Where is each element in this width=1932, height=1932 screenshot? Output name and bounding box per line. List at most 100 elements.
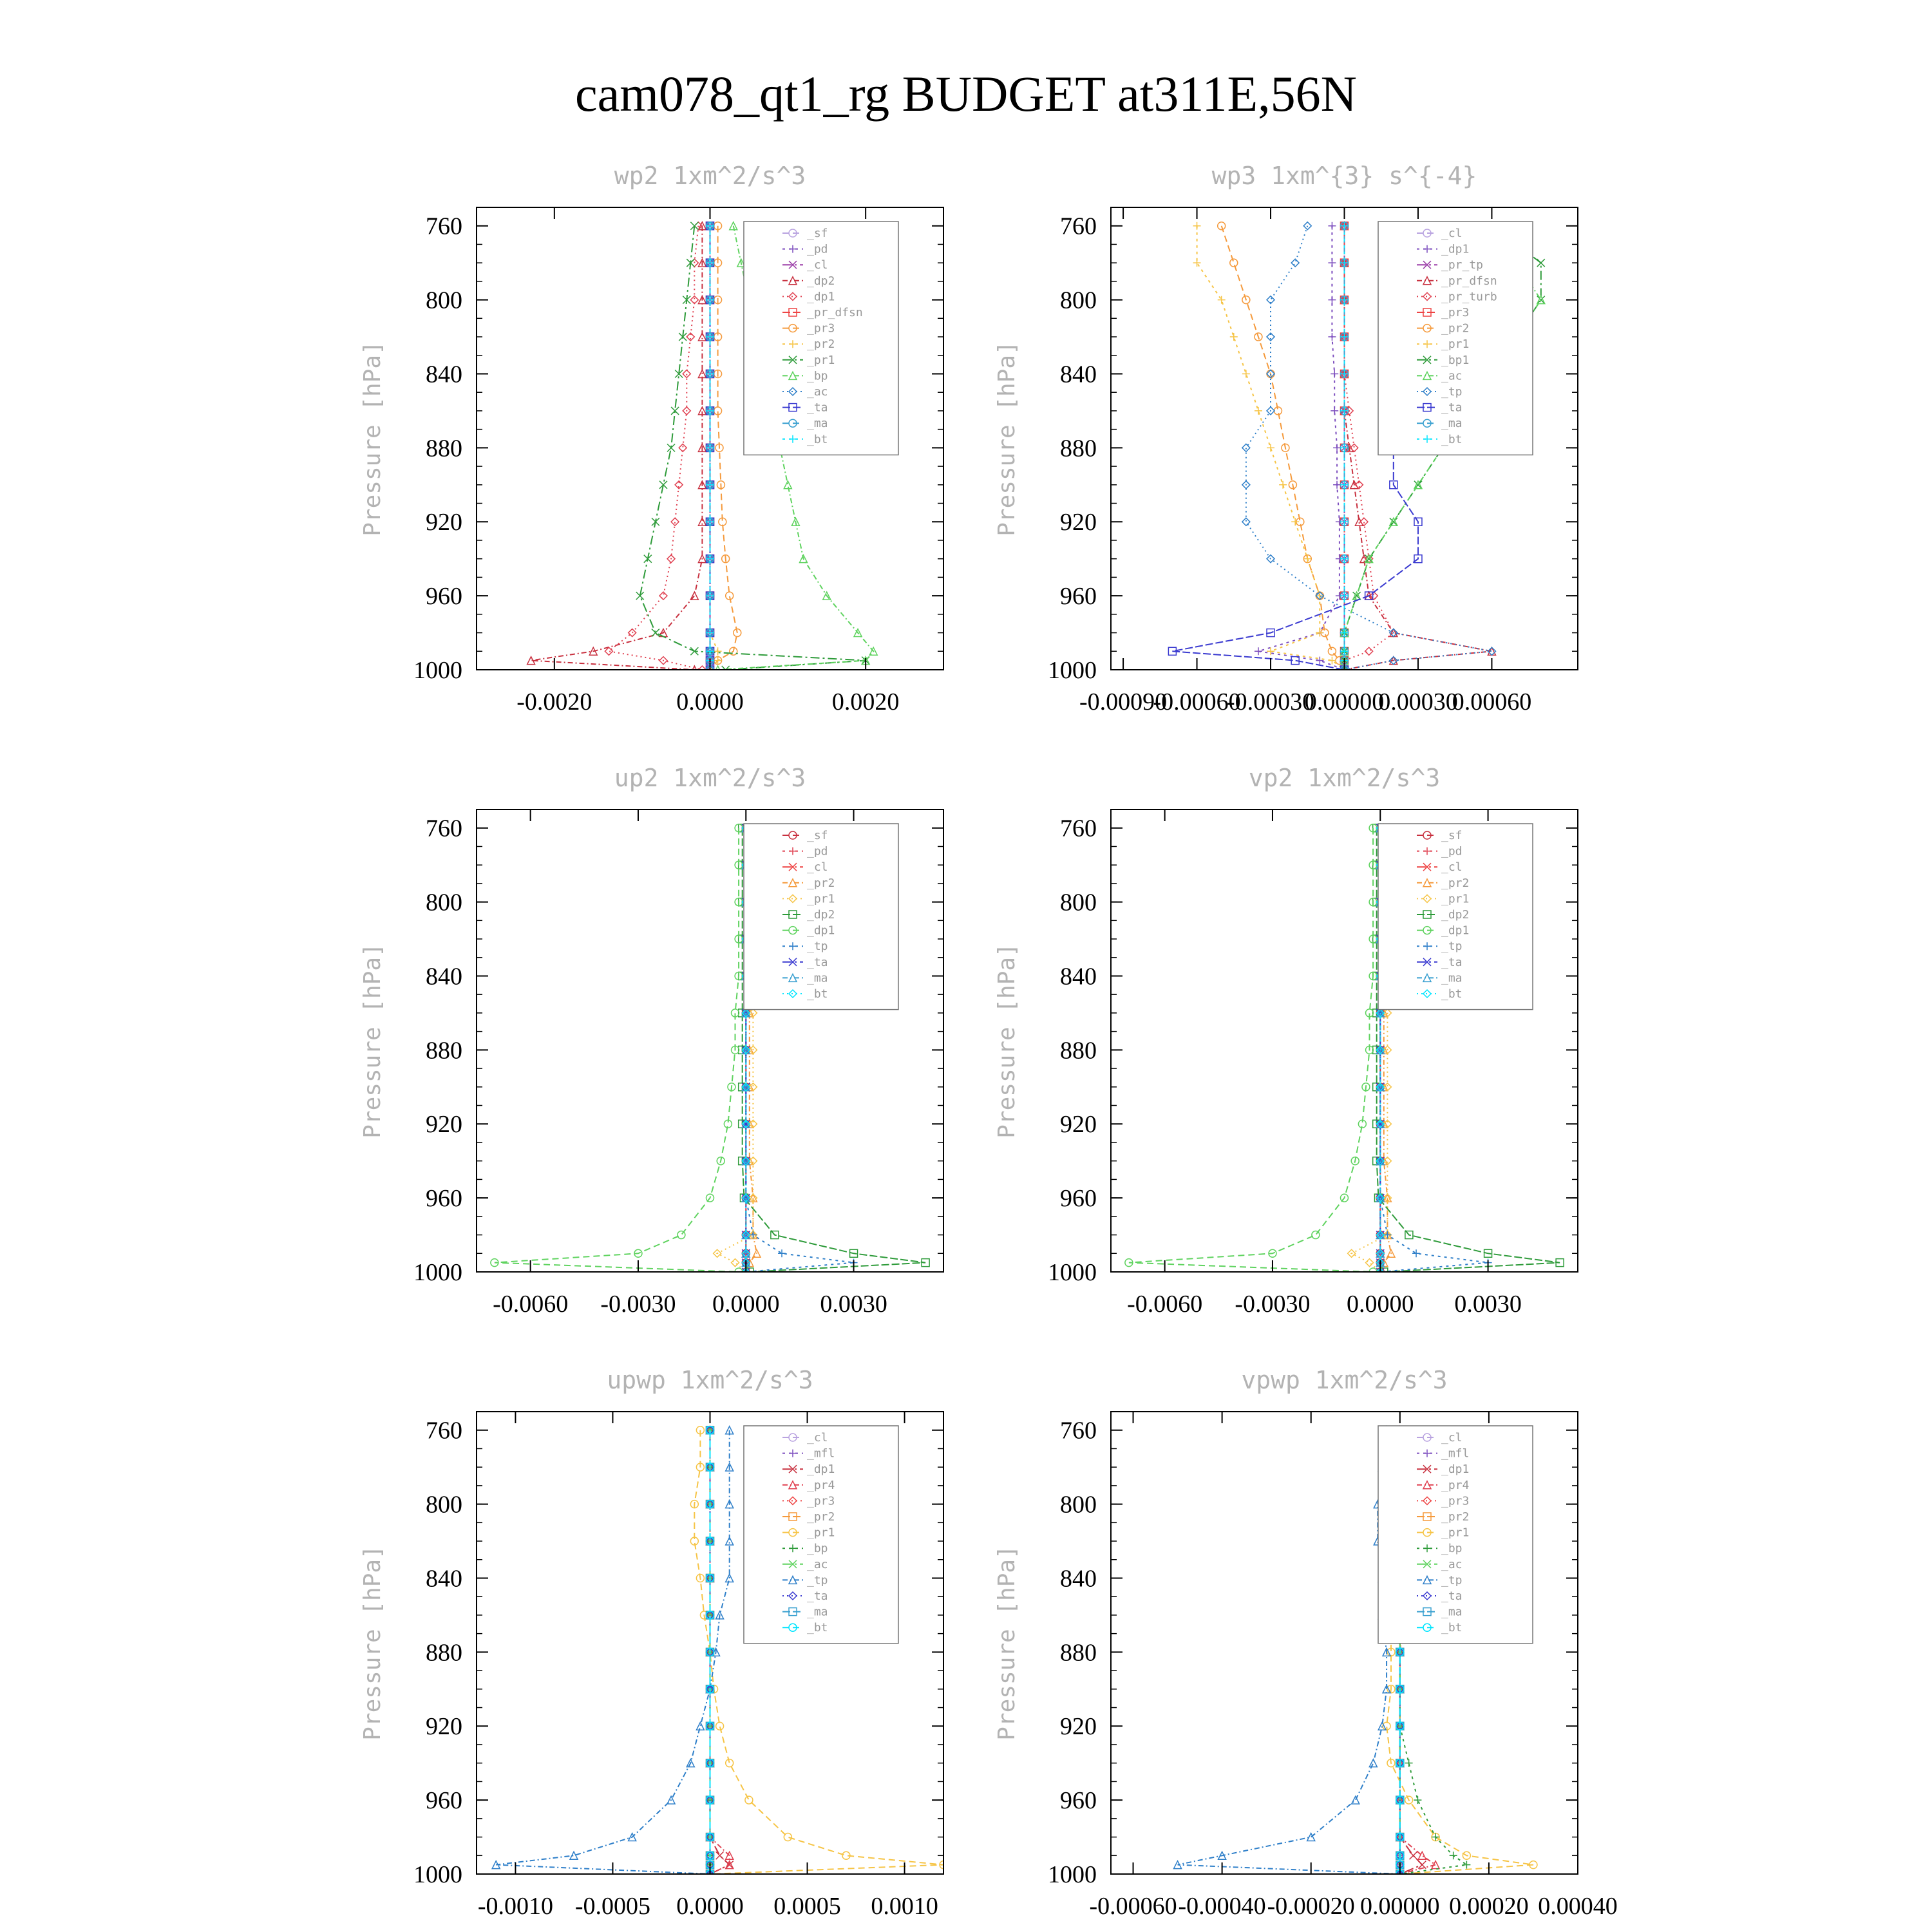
data-point [1265, 406, 1276, 415]
legend-label: _bp [807, 1542, 828, 1555]
legend-box [1378, 221, 1533, 456]
legend-marker [1423, 1607, 1432, 1616]
legend-marker [789, 1544, 797, 1553]
data-point [696, 1463, 705, 1472]
y-tick-label: 880 [1060, 1639, 1097, 1666]
data-point [728, 221, 738, 231]
data-point [1365, 554, 1374, 564]
legend-label: _pr_dfsn [1441, 274, 1497, 288]
data-point [1364, 647, 1374, 656]
legend-label: _pr2 [807, 876, 835, 890]
x-tick-label: 0.00060 [1452, 688, 1532, 715]
data-point [1266, 628, 1275, 638]
legend-label: _pr2 [807, 1510, 835, 1524]
data-point [1331, 370, 1339, 378]
y-tick-label: 1000 [1048, 1861, 1097, 1888]
data-point [690, 295, 699, 305]
plot-frame [476, 809, 944, 1273]
data-point [1361, 1083, 1370, 1092]
y-tick-label: 920 [1060, 1111, 1097, 1138]
data-point [697, 554, 707, 564]
data-point [697, 368, 707, 379]
y-tick-label: 840 [426, 1565, 462, 1592]
data-point [1242, 295, 1251, 305]
legend-marker [1422, 894, 1432, 904]
data-point [696, 1721, 705, 1730]
legend-marker [1422, 1496, 1432, 1506]
data-point [1376, 1249, 1385, 1258]
legend-marker [1422, 1575, 1432, 1585]
legend-label: _pr1 [807, 1526, 835, 1540]
data-point [744, 1795, 753, 1804]
legend-label: _ta [1441, 1589, 1463, 1603]
y-tick-label: 840 [1060, 361, 1097, 388]
data-point [1537, 258, 1546, 267]
legend-label: _ta [807, 1589, 828, 1603]
data-point [697, 516, 707, 526]
data-point [1376, 1082, 1385, 1092]
legend-marker [788, 402, 797, 412]
data-point [1388, 628, 1398, 638]
legend-label: _ta [807, 401, 828, 415]
y-tick-label: 760 [426, 1417, 462, 1444]
y-axis-label: Pressure [hPa] [359, 341, 386, 536]
legend-box [743, 221, 899, 456]
data-point [723, 1119, 733, 1128]
data-point [791, 516, 800, 526]
series-line-pr3 [709, 225, 738, 670]
data-point [748, 1008, 758, 1018]
data-point [1340, 629, 1349, 637]
y-axis-label: Pressure [hPa] [359, 1545, 386, 1740]
data-point [697, 221, 707, 231]
x-tick-label: -0.0060 [1127, 1291, 1202, 1318]
data-point [682, 406, 692, 415]
data-point [734, 1267, 743, 1272]
legend-label: _pr4 [807, 1479, 835, 1492]
data-point [741, 1119, 751, 1129]
legend-label: _dp2 [807, 908, 835, 922]
data-point [1281, 443, 1290, 453]
legend-marker [1423, 1623, 1432, 1632]
data-point [1376, 1119, 1385, 1128]
data-point [849, 1249, 858, 1258]
data-point [1349, 480, 1359, 489]
panel-title: vp2 1xm^2/s^3 [1249, 764, 1440, 792]
data-point [706, 222, 714, 230]
legend-marker [788, 229, 797, 238]
legend-marker [1423, 847, 1431, 855]
legend-label: _pr_dfsn [807, 306, 863, 319]
data-point [1328, 259, 1336, 267]
data-point [1414, 554, 1423, 564]
y-tick-label: 1000 [1048, 1259, 1097, 1286]
legend-marker [788, 1480, 798, 1490]
data-point [1340, 592, 1349, 600]
data-point [1383, 1045, 1392, 1055]
legend-label: _pr1 [1441, 892, 1469, 905]
x-tick-label: 0.0005 [773, 1893, 841, 1920]
data-point [741, 1193, 751, 1203]
data-point [658, 591, 668, 601]
data-point [939, 1860, 943, 1870]
legend-label: _bt [807, 987, 828, 1001]
y-tick-label: 800 [426, 1492, 462, 1519]
legend-marker [1423, 340, 1431, 348]
data-point [724, 1499, 734, 1509]
x-tick-label: -0.00030 [1227, 688, 1314, 715]
legend-label: _bt [807, 1621, 828, 1634]
data-point [1241, 480, 1251, 489]
legend-label: _sf [807, 829, 828, 842]
y-axis-label: Pressure [hPa] [994, 1545, 1020, 1740]
series-line-dp1 [607, 225, 703, 670]
legend-marker [788, 292, 798, 301]
data-point [842, 1851, 851, 1861]
y-tick-label: 1000 [413, 1259, 462, 1286]
legend-marker [1422, 370, 1432, 381]
data-point [1315, 591, 1325, 601]
data-point [724, 1462, 734, 1472]
data-point [1376, 1267, 1385, 1272]
data-point [667, 554, 676, 564]
data-point [1396, 1795, 1405, 1804]
data-point [1328, 296, 1336, 304]
y-axis-label: Pressure [hPa] [994, 341, 1020, 536]
legend-marker [1423, 1449, 1431, 1457]
